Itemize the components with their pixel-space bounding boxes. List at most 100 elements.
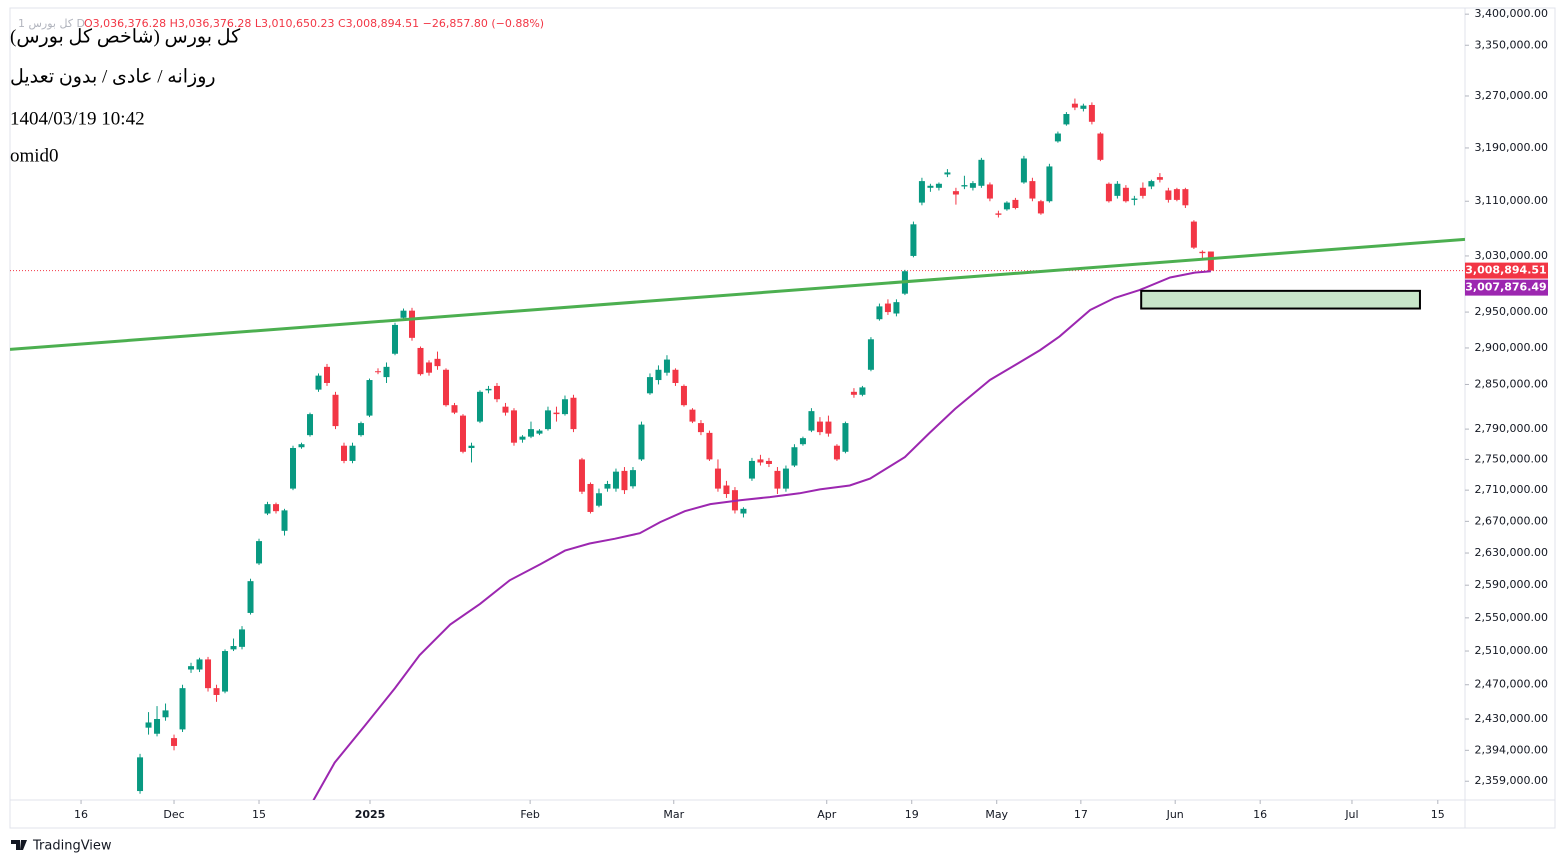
candle-body (697, 423, 704, 433)
candle-body (1148, 181, 1155, 187)
candle-body (799, 438, 806, 445)
annotation: کل بورس (شاخص کل بورس) (10, 26, 241, 47)
candle-body (1207, 251, 1214, 271)
candle-body (1020, 158, 1027, 183)
logo (11, 840, 27, 850)
y-tick-label: 3,030,000.00 (1475, 249, 1548, 262)
candle-body (918, 181, 925, 203)
candle-body (604, 483, 611, 489)
candle-body (154, 719, 161, 734)
ma-badge (1465, 279, 1548, 296)
candle-body (434, 358, 441, 367)
candle-body (689, 409, 696, 422)
frame (9, 7, 1556, 829)
x-tick-label: Jul (1344, 808, 1358, 821)
candle-body (417, 347, 424, 375)
candle-body (893, 302, 900, 314)
trendline (10, 237, 1465, 351)
candle-body (1012, 199, 1019, 209)
candle-body (298, 444, 305, 448)
candle-body (264, 504, 271, 514)
last-price-label: 3,008,894.51 (1465, 264, 1546, 277)
candle-body (723, 485, 730, 495)
candle-body (1037, 201, 1044, 214)
x-tick-label: 16 (1253, 808, 1267, 821)
x-tick-label: Dec (163, 808, 184, 821)
candle-body (986, 184, 993, 199)
candle-body (188, 666, 195, 670)
y-tick-label: 2,359,000.00 (1475, 774, 1548, 787)
candle-body (561, 399, 568, 415)
candle-body (1097, 133, 1104, 160)
candle-body (816, 421, 823, 433)
y-tick-label: 3,400,000.00 (1475, 7, 1548, 20)
y-tick-label: 2,550,000.00 (1475, 611, 1548, 624)
candle-body (1139, 187, 1146, 196)
x-tick-label: Apr (817, 808, 837, 821)
x-tick-label: May (985, 808, 1008, 821)
candle-body (680, 385, 687, 406)
candle-body (1122, 187, 1129, 202)
candle-body (672, 369, 679, 383)
candle-body (655, 369, 662, 381)
candle-body (740, 508, 747, 514)
annotation: روزانه / عادی / بدون تعدیل (10, 66, 216, 87)
candle-body (485, 388, 492, 391)
candle-body (273, 504, 280, 512)
candle-body (374, 371, 381, 373)
candle-body (748, 460, 755, 479)
last-price-badge (1465, 262, 1548, 279)
y-tick-label: 2,900,000.00 (1475, 341, 1548, 354)
candle-body (910, 224, 917, 256)
candle-body (978, 159, 985, 186)
candle-body (544, 410, 551, 430)
candle-body (137, 757, 144, 792)
candle-body (808, 411, 815, 431)
y-tick-label: 2,750,000.00 (1475, 452, 1548, 465)
candle-body (859, 387, 866, 395)
candle-body (1114, 183, 1121, 196)
candle-body (621, 470, 628, 491)
candle-body (451, 405, 458, 413)
candle-body (638, 424, 645, 460)
candle-body (510, 410, 517, 443)
candle-body (629, 470, 636, 487)
candle-body (290, 447, 297, 489)
candle-body (349, 445, 356, 461)
candle-body (527, 429, 534, 437)
y-tick-label: 2,394,000.00 (1475, 743, 1548, 756)
branding: TradingView (11, 839, 112, 854)
candle-body (408, 310, 415, 338)
header-symbol: 1 کل بورس D (18, 17, 85, 30)
candle-body (324, 366, 331, 383)
candle-body (1054, 133, 1061, 142)
candle-body (1190, 221, 1197, 248)
candle-body (757, 459, 764, 463)
candle-body (663, 359, 670, 373)
candle-body (205, 659, 212, 689)
candle-body (536, 430, 543, 434)
candle-body (476, 391, 483, 422)
candle-body (1029, 181, 1036, 199)
annotation: omid0 (10, 145, 59, 166)
y-tick-label: 3,270,000.00 (1475, 89, 1548, 102)
candle-body (867, 339, 874, 370)
candle-body (502, 406, 509, 413)
y-tick-label: 2,710,000.00 (1475, 483, 1548, 496)
candle-body (366, 380, 373, 416)
candle-body (1131, 198, 1138, 200)
candle-body (230, 646, 237, 650)
moving-average (312, 270, 1211, 800)
candle-body (213, 688, 220, 695)
candle-body (578, 459, 585, 492)
candle-body (825, 421, 832, 434)
y-tick-label: 2,470,000.00 (1475, 678, 1548, 691)
candle-body (570, 397, 577, 430)
x-tick-label: 15 (1431, 808, 1445, 821)
candle-body (196, 659, 203, 670)
candle-body (239, 629, 246, 647)
candle-body (1182, 189, 1189, 206)
y-tick-label: 3,350,000.00 (1475, 38, 1548, 51)
candle-body (162, 710, 169, 718)
